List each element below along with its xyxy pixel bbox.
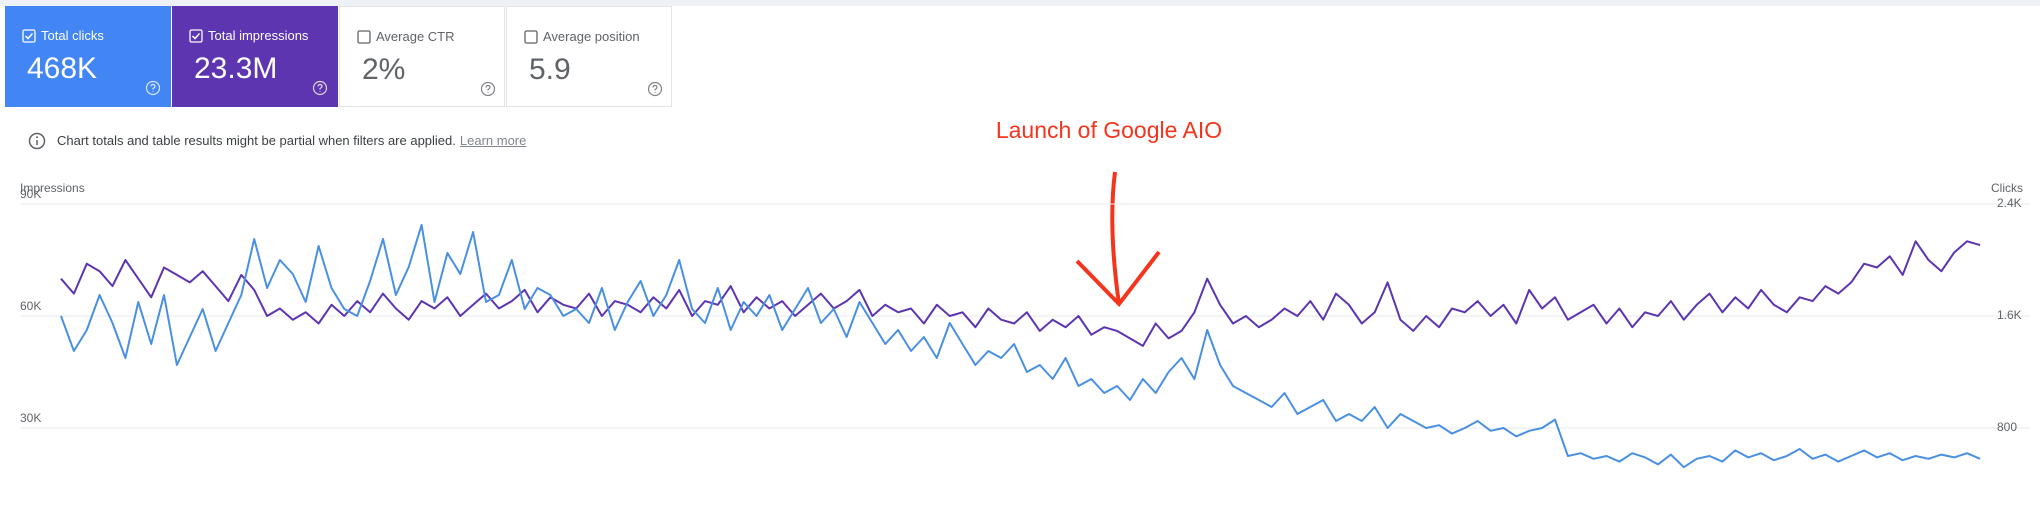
help-icon — [145, 80, 161, 96]
checkbox — [189, 29, 203, 43]
annotation-arrowhead — [1075, 250, 1161, 308]
help-circle — [647, 81, 663, 97]
checkbox — [524, 30, 538, 44]
checkbox-box — [357, 30, 371, 44]
metric-value: 2% — [362, 53, 406, 86]
metric-card[interactable]: Total impressions 23.3M — [172, 6, 338, 107]
checkbox — [357, 30, 371, 44]
metric-label: Average position — [543, 29, 640, 44]
help-mark — [317, 83, 323, 92]
metric-card[interactable]: Average position 5.9 — [506, 6, 672, 107]
help-icon — [312, 80, 328, 96]
checkmark — [24, 32, 34, 40]
help-mark — [652, 84, 658, 93]
learn-more-link[interactable]: Learn more — [459, 133, 527, 148]
metric-label: Total impressions — [208, 28, 309, 43]
checkbox-box — [524, 30, 538, 44]
metric-label: Average CTR — [376, 29, 455, 44]
y2-tick-label: 2.4K — [1997, 196, 2022, 210]
annotation: Launch of Google AIO — [996, 117, 1222, 143]
y-tick-label: 60K — [20, 299, 41, 313]
help-icon — [647, 81, 663, 97]
metric-label: Total clicks — [41, 28, 104, 43]
checkbox-box — [22, 29, 36, 43]
info-icon — [28, 132, 46, 150]
y2-tick-label: 800 — [1997, 420, 2017, 434]
metric-value: 468K — [27, 52, 98, 85]
metric-value: 5.9 — [529, 53, 571, 86]
help-circle — [312, 80, 328, 96]
metric-card[interactable]: Total clicks 468K — [5, 6, 171, 107]
series-line — [60, 240, 1981, 347]
y-tick-label: 30K — [20, 411, 41, 425]
checkbox-box — [189, 29, 203, 43]
panel: Total clicks 468K Total impressions 23.3M Av… — [0, 6, 2040, 530]
metric-value: 23.3M — [194, 52, 278, 85]
y-tick-label: 90K — [20, 187, 41, 201]
y-axis-title: Impressions — [20, 181, 85, 195]
y2-axis-title: Clicks — [1991, 181, 2023, 195]
chart: Launch of Google AIO Impressions Clicks … — [20, 117, 2030, 469]
help-mark — [150, 83, 156, 92]
notice: Chart totals and table results might be … — [57, 133, 526, 148]
help-mark — [485, 84, 491, 93]
metric-card[interactable]: Average CTR 2% — [339, 6, 505, 107]
checkbox — [22, 29, 36, 43]
annotation-arrow — [1110, 171, 1121, 305]
help-icon — [480, 81, 496, 97]
help-circle — [480, 81, 496, 97]
y2-tick-label: 1.6K — [1997, 308, 2022, 322]
checkmark — [191, 32, 201, 40]
series-line — [60, 224, 1981, 469]
help-circle — [145, 80, 161, 96]
notice-text: Chart totals and table results might be … — [57, 133, 456, 148]
